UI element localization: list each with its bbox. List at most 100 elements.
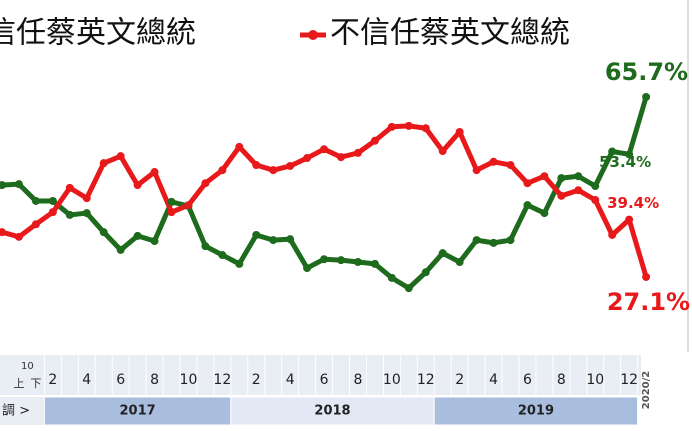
data-point xyxy=(150,168,159,177)
data-point xyxy=(48,208,57,217)
x-tick-label: 2020/2 xyxy=(641,371,652,409)
value-label: 27.1% xyxy=(607,288,690,316)
data-point xyxy=(303,154,312,163)
data-point xyxy=(438,249,447,258)
legend-swatch xyxy=(308,30,318,40)
x-tick-label: 6 xyxy=(523,372,532,388)
data-point xyxy=(99,159,108,168)
data-point xyxy=(65,210,74,219)
data-point xyxy=(387,273,396,282)
x-axis-table: 10上下 2 4 6 8 10 12 2 4 6 8 10 12 2 4 6 8 10 12 2020/2調 >201… xyxy=(0,355,656,426)
data-point xyxy=(320,145,329,154)
data-point xyxy=(167,208,176,217)
data-point xyxy=(608,230,617,239)
x-tick-label: 2 xyxy=(48,372,57,388)
data-point xyxy=(455,258,464,267)
data-point xyxy=(438,147,447,156)
data-point xyxy=(252,161,261,170)
data-point xyxy=(201,179,210,188)
data-point xyxy=(0,228,6,237)
x-tick-label: 4 xyxy=(286,372,295,388)
data-point xyxy=(625,150,634,159)
data-point xyxy=(286,161,295,170)
data-point xyxy=(574,172,583,181)
data-point xyxy=(370,259,379,268)
row-label-bg xyxy=(0,397,45,425)
data-point xyxy=(99,228,108,237)
x-tick-label: 4 xyxy=(82,372,91,388)
x-tick-label: 6 xyxy=(116,372,125,388)
x-tick-label: 10 xyxy=(383,372,401,388)
data-point xyxy=(574,186,583,195)
x-tick-label: 4 xyxy=(489,372,498,388)
data-point xyxy=(82,209,91,218)
x-tick-label: 2 xyxy=(455,372,464,388)
data-point xyxy=(218,166,227,175)
legend-label: 不信任蔡英文總統 xyxy=(330,16,570,51)
year-band xyxy=(230,396,435,426)
data-point xyxy=(404,121,413,130)
data-point xyxy=(116,245,125,254)
x-tick-label: 12 xyxy=(417,372,435,388)
x-tick-label: 6 xyxy=(320,372,329,388)
data-point xyxy=(252,230,261,239)
data-point xyxy=(489,238,498,247)
data-point xyxy=(14,180,23,189)
data-point xyxy=(269,236,278,245)
data-point xyxy=(201,242,210,251)
data-point xyxy=(303,264,312,273)
year-band xyxy=(433,396,639,426)
x-tick-label: 8 xyxy=(353,372,362,388)
value-label: 39.4% xyxy=(607,194,659,212)
data-point xyxy=(235,142,244,151)
data-point xyxy=(557,174,566,183)
data-point xyxy=(591,182,600,191)
data-point xyxy=(642,92,651,101)
data-point xyxy=(337,256,345,265)
data-point xyxy=(65,183,74,192)
data-point xyxy=(167,197,176,206)
x-tick-label: 下 xyxy=(30,377,41,390)
row-label: 調 > xyxy=(2,404,30,419)
data-point xyxy=(506,236,515,245)
data-point xyxy=(31,220,40,229)
data-point xyxy=(455,127,464,136)
x-tick-label: 12 xyxy=(620,372,638,388)
legend: 信任蔡英文總統 不信任蔡英文總統 xyxy=(0,16,570,51)
data-point xyxy=(540,172,549,181)
data-point xyxy=(540,209,549,218)
data-point xyxy=(269,166,278,175)
data-point xyxy=(489,157,498,166)
value-label: 53.4% xyxy=(599,153,651,171)
x-tick-label: 10 xyxy=(180,372,198,388)
x-tick-label: 10 xyxy=(586,372,604,388)
data-point xyxy=(235,259,244,268)
data-point xyxy=(320,255,329,264)
data-point xyxy=(133,181,142,190)
data-point xyxy=(337,153,345,162)
year-label: 2018 xyxy=(314,404,350,419)
plot: 53.4% 65.7% 39.4% 27.1% xyxy=(0,58,690,316)
x-tick-label: 2 xyxy=(252,372,261,388)
legend-label: 信任蔡英文總統 xyxy=(0,16,196,51)
data-point xyxy=(48,196,57,205)
year-label: 2017 xyxy=(120,404,156,419)
x-tick-label: 8 xyxy=(150,372,159,388)
data-point xyxy=(608,147,617,156)
data-point xyxy=(591,196,600,205)
data-point xyxy=(523,179,532,188)
data-point xyxy=(133,231,142,240)
x-tick-label: 12 xyxy=(213,372,231,388)
data-point xyxy=(31,196,40,205)
data-point xyxy=(472,166,481,175)
data-point xyxy=(218,251,227,260)
data-point xyxy=(353,258,362,267)
data-point xyxy=(625,215,634,224)
data-point xyxy=(523,201,532,210)
data-point xyxy=(642,272,651,281)
data-point xyxy=(370,136,379,145)
data-point xyxy=(353,148,362,157)
data-point xyxy=(387,122,396,131)
data-point xyxy=(506,161,515,170)
